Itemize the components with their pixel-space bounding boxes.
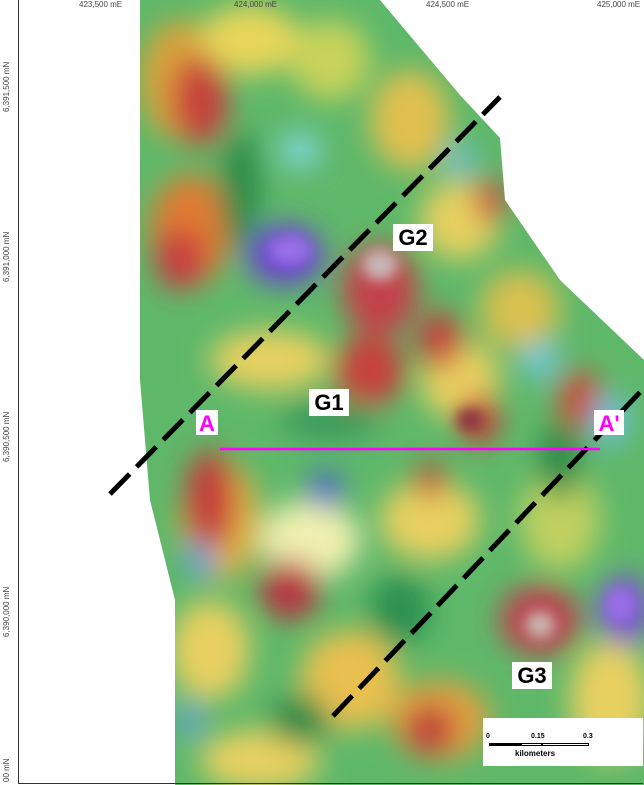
scale-bar: 0 0.15 0.3 kilometers [483,718,643,766]
scale-tick-03: 0.3 [583,733,593,740]
label-g3-text: G3 [517,663,546,688]
scale-segment-2 [521,743,542,746]
easting-label-3: 424,500 mE [426,0,470,9]
label-a-prime: A' [594,410,624,436]
label-g3: G3 [512,662,552,689]
easting-label-1: 423,500 mE [79,0,123,9]
northing-label-4: 6,390,000 mN [2,586,11,637]
label-g2: G2 [393,224,433,251]
northing-label-3: 6,390,500 mN [2,411,11,462]
label-a-prime-text: A' [598,411,619,436]
easting-label-4: 425,000 mE [597,0,641,9]
scale-segment-1 [489,743,521,746]
easting-label-2: 424,000 mE [234,0,278,9]
label-a: A [196,410,218,436]
northing-label-1: 6,391,500 mN [2,61,11,112]
scale-tick-0: 0 [486,733,490,740]
label-g2-text: G2 [398,225,427,250]
scale-unit: kilometers [515,749,556,758]
structure-line-upper [108,95,502,496]
scale-segment-3 [542,743,589,746]
label-g1-text: G1 [314,390,343,415]
label-g1: G1 [309,389,349,416]
northing-label-2: 6,391,000 mN [2,231,11,282]
northing-label-5: 00 mN [2,758,11,782]
scale-tick-015: 0.15 [531,733,545,740]
label-a-text: A [199,411,215,436]
